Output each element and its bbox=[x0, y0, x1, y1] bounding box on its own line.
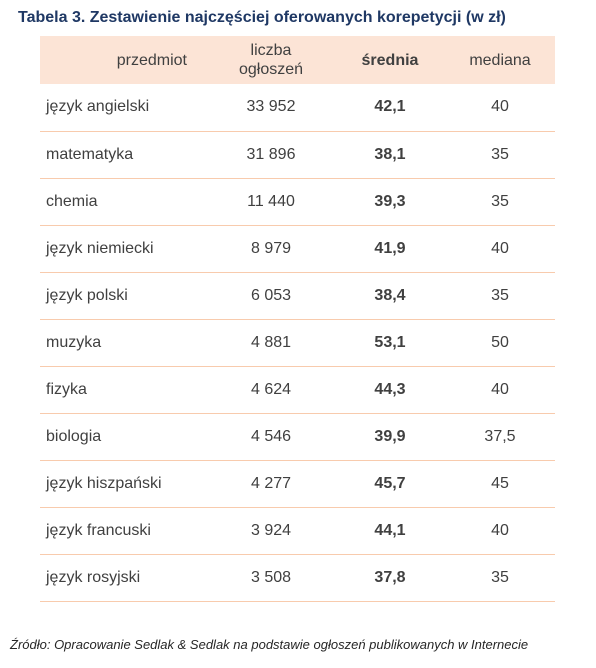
cell-count: 4 624 bbox=[250, 380, 292, 398]
cell-subject: muzyka bbox=[46, 333, 102, 351]
cell-median: 40 bbox=[491, 239, 509, 257]
cell-median: 40 bbox=[491, 521, 509, 539]
cell-median: 40 bbox=[491, 98, 509, 116]
tutoring-table: przedmiot liczba ogłoszeń średnia median… bbox=[40, 36, 555, 602]
cell-subject: język hiszpański bbox=[46, 474, 162, 492]
table-body: język angielski 33 952 42,1 40 matematyka 31 … bbox=[40, 84, 555, 601]
cell-count: 4 881 bbox=[250, 333, 292, 351]
header-count: liczba ogłoszeń bbox=[207, 36, 335, 84]
header-average: średnia bbox=[361, 51, 419, 69]
cell-average: 44,1 bbox=[374, 521, 406, 539]
table-row: muzyka 4 881 53,1 50 bbox=[40, 319, 555, 366]
cell-median: 35 bbox=[491, 192, 509, 210]
table-title: Tabela 3. Zestawienie najczęściej oferow… bbox=[18, 9, 506, 26]
header-count-line2: ogłoszeń bbox=[238, 61, 304, 78]
cell-average: 45,7 bbox=[374, 474, 406, 492]
cell-average: 39,9 bbox=[374, 427, 406, 445]
cell-median: 37,5 bbox=[484, 427, 516, 445]
cell-count: 33 952 bbox=[246, 98, 296, 116]
cell-subject: język angielski bbox=[46, 98, 150, 116]
table-row: język francuski 3 924 44,1 40 bbox=[40, 507, 555, 554]
table-row: język angielski 33 952 42,1 40 bbox=[40, 84, 555, 131]
header-count-line1: liczba bbox=[250, 42, 292, 59]
table-row: fizyka 4 624 44,3 40 bbox=[40, 366, 555, 413]
cell-count: 4 546 bbox=[250, 427, 292, 445]
cell-median: 35 bbox=[491, 286, 509, 304]
header-subject: przedmiot bbox=[116, 51, 187, 69]
cell-count: 8 979 bbox=[250, 239, 292, 257]
cell-subject: chemia bbox=[46, 192, 98, 210]
cell-subject: język rosyjski bbox=[46, 568, 141, 586]
cell-average: 38,4 bbox=[374, 286, 406, 304]
cell-average: 37,8 bbox=[374, 568, 406, 586]
cell-subject: język polski bbox=[46, 286, 128, 304]
cell-count: 31 896 bbox=[246, 145, 296, 163]
cell-average: 41,9 bbox=[374, 239, 406, 257]
cell-average: 38,1 bbox=[374, 145, 406, 163]
cell-subject: język francuski bbox=[46, 521, 151, 539]
cell-median: 50 bbox=[491, 333, 509, 351]
table-row: chemia 11 440 39,3 35 bbox=[40, 178, 555, 225]
cell-subject: biologia bbox=[46, 427, 102, 445]
cell-average: 53,1 bbox=[374, 333, 406, 351]
table-row: język niemiecki 8 979 41,9 40 bbox=[40, 225, 555, 272]
cell-count: 3 924 bbox=[250, 521, 292, 539]
cell-average: 44,3 bbox=[374, 380, 406, 398]
table-row: matematyka 31 896 38,1 35 bbox=[40, 131, 555, 178]
table-row: biologia 4 546 39,9 37,5 bbox=[40, 413, 555, 460]
header-median: mediana bbox=[469, 51, 531, 69]
cell-subject: język niemiecki bbox=[46, 239, 154, 257]
cell-subject: fizyka bbox=[46, 380, 87, 398]
cell-count: 11 440 bbox=[247, 192, 295, 210]
table-row: język hiszpański 4 277 45,7 45 bbox=[40, 460, 555, 507]
cell-median: 35 bbox=[491, 568, 509, 586]
table-row: język polski 6 053 38,4 35 bbox=[40, 272, 555, 319]
cell-median: 45 bbox=[491, 474, 509, 492]
cell-count: 6 053 bbox=[250, 286, 292, 304]
cell-average: 42,1 bbox=[374, 98, 406, 116]
cell-median: 35 bbox=[491, 145, 509, 163]
table-row: język rosyjski 3 508 37,8 35 bbox=[40, 554, 555, 601]
table-header-row: przedmiot liczba ogłoszeń średnia median… bbox=[40, 36, 555, 84]
source-note: Źródło: Opracowanie Sedlak & Sedlak na p… bbox=[10, 637, 529, 652]
cell-median: 40 bbox=[491, 380, 509, 398]
cell-count: 4 277 bbox=[250, 474, 292, 492]
cell-average: 39,3 bbox=[374, 192, 406, 210]
cell-subject: matematyka bbox=[46, 145, 134, 163]
cell-count: 3 508 bbox=[250, 568, 292, 586]
